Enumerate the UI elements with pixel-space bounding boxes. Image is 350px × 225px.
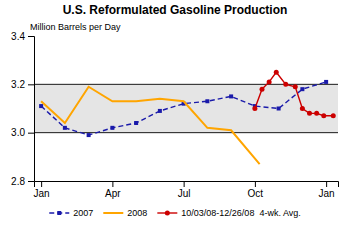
point — [277, 107, 281, 111]
legend-label: 10/03/08-12/26/08 4-wk. Avg. — [181, 208, 300, 218]
tick-mark — [255, 181, 256, 187]
tick: Jul — [178, 181, 191, 199]
reference-line — [34, 84, 338, 85]
line — [41, 87, 260, 164]
tick: Apr — [105, 181, 121, 199]
axis-line — [28, 37, 35, 182]
legend-item: 10/03/08-12/26/08 4-wk. Avg. — [157, 208, 300, 218]
tick-mark — [28, 36, 34, 37]
series — [39, 80, 328, 137]
tick: Jan — [34, 181, 50, 199]
point — [260, 87, 265, 92]
legend: 2007 2008 10/03/08-12/26/08 4-wk. Avg. — [49, 208, 300, 218]
point — [87, 133, 91, 137]
tick: 3.4 — [11, 31, 34, 42]
legend-label: 2007 — [73, 208, 93, 218]
point — [63, 126, 67, 130]
point — [158, 109, 162, 113]
legend-item: 2007 — [49, 208, 93, 218]
title: U.S. Reformulated Gasoline Production — [63, 3, 288, 17]
point — [283, 82, 288, 87]
point — [252, 106, 257, 111]
tick: Oct — [248, 181, 264, 199]
legend-swatch — [103, 212, 123, 214]
axis-title: Million Barrels per Day — [30, 22, 121, 32]
tick-mark — [28, 84, 34, 85]
axis-line — [35, 182, 339, 188]
tick-label: Oct — [248, 188, 264, 199]
tick-mark — [326, 181, 327, 187]
tick: 2.8 — [11, 176, 34, 187]
tick-label: 2.8 — [11, 176, 25, 187]
point — [331, 113, 336, 118]
legend-label: 2008 — [127, 208, 147, 218]
point — [314, 111, 319, 116]
legend-swatch — [165, 211, 170, 216]
chart: Jan Apr Jul Oct Jan 2.8 3.0 3.2 3.4 U.S. Reformul… — [0, 0, 350, 225]
tick-mark — [184, 181, 185, 187]
x-axis: Jan Apr Jul Oct Jan — [34, 181, 339, 199]
point — [110, 126, 114, 130]
series — [41, 87, 260, 164]
point — [39, 104, 43, 108]
legend-swatch — [57, 211, 61, 215]
reference-band — [34, 84, 338, 132]
point — [321, 113, 326, 118]
legend-item: 2008 — [103, 208, 147, 218]
tick-mark — [28, 181, 34, 182]
tick-label: Jul — [178, 188, 191, 199]
point — [229, 94, 233, 98]
tick-mark — [28, 133, 34, 134]
line — [41, 82, 326, 135]
tick-label: 3.2 — [11, 79, 25, 90]
tick-label: 3.0 — [11, 127, 25, 138]
point — [307, 111, 312, 116]
line — [255, 72, 333, 116]
plot-area — [34, 70, 338, 164]
tick-mark — [112, 181, 113, 187]
point — [274, 70, 279, 75]
point — [134, 121, 138, 125]
point — [300, 106, 305, 111]
tick: 3.0 — [11, 127, 34, 138]
tick-label: Apr — [105, 188, 121, 199]
tick-mark — [41, 181, 42, 187]
point — [324, 80, 328, 84]
tick-label: Jan — [319, 188, 335, 199]
point — [205, 99, 209, 103]
point — [267, 79, 272, 84]
tick: 3.2 — [11, 79, 34, 90]
point — [300, 87, 304, 91]
reference-line — [34, 132, 338, 133]
tick-label: Jan — [34, 188, 50, 199]
tick-label: 3.4 — [11, 31, 25, 42]
y-axis: 2.8 3.0 3.2 3.4 — [11, 31, 34, 187]
series — [252, 70, 335, 119]
point — [293, 84, 298, 89]
tick: Jan — [319, 181, 335, 199]
